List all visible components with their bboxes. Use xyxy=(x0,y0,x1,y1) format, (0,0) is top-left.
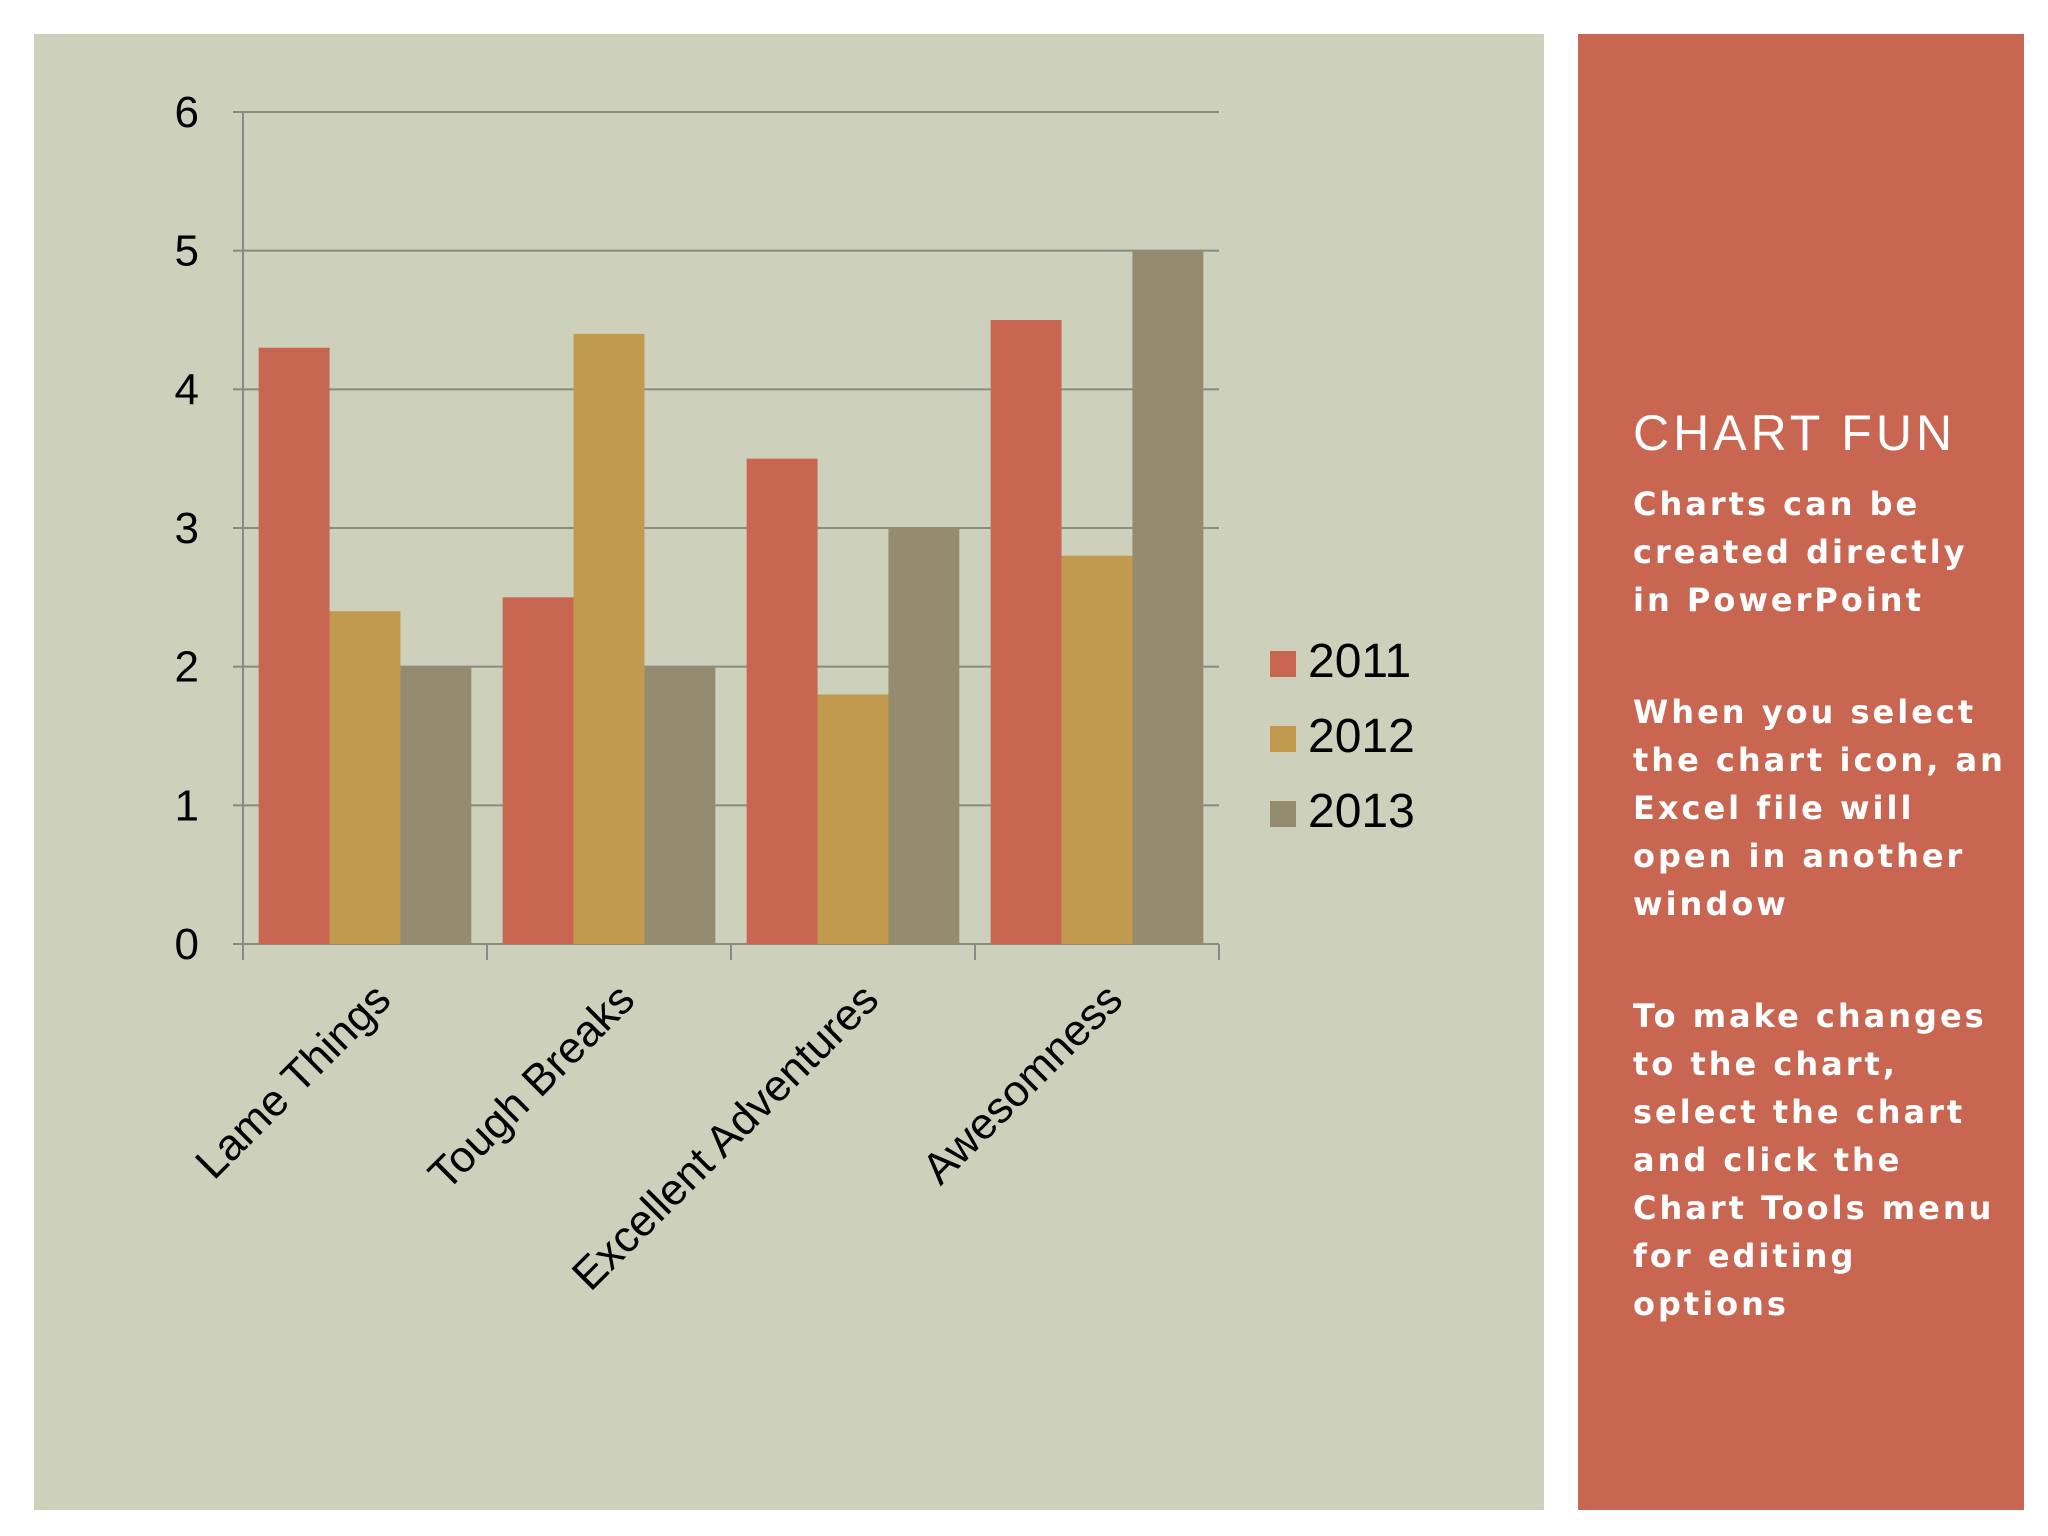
legend-swatch-2013 xyxy=(1270,801,1296,827)
legend-swatch-2012 xyxy=(1270,726,1296,752)
sidebar-body: Charts can be created directly in PowerP… xyxy=(1633,480,2013,1392)
bar-2013-1[interactable] xyxy=(644,666,716,944)
bar-2013-3[interactable] xyxy=(1132,250,1204,944)
y-tick-label: 2 xyxy=(175,643,199,692)
y-tick-label: 5 xyxy=(175,227,199,276)
bar-2011-3[interactable] xyxy=(990,320,1062,944)
legend-label-2011: 2011 xyxy=(1308,635,1411,688)
slide-title: CHART FUN xyxy=(1633,405,1957,461)
sidebar-paragraph: Charts can be created directly in PowerP… xyxy=(1633,485,1968,619)
bar-2013-0[interactable] xyxy=(400,666,472,944)
x-category-label: Lame Things xyxy=(186,974,400,1188)
sidebar-paragraph: When you select the chart icon, an Excel… xyxy=(1633,693,2006,923)
y-tick-label: 0 xyxy=(175,920,199,969)
legend-swatch-2011 xyxy=(1270,651,1296,677)
bar-2013-2[interactable] xyxy=(888,528,960,944)
bar-2012-3[interactable] xyxy=(1061,555,1133,944)
y-tick-label: 4 xyxy=(175,365,199,414)
bar-2011-1[interactable] xyxy=(502,597,574,944)
bar-2011-0[interactable] xyxy=(258,347,330,944)
sidebar-paragraph: To make changes to the chart, select the… xyxy=(1633,997,1995,1323)
y-tick-label: 1 xyxy=(175,781,199,830)
legend-label-2013: 2013 xyxy=(1308,785,1415,838)
legend-label-2012: 2012 xyxy=(1308,710,1415,763)
sidebar-panel: CHART FUN Charts can be created directly… xyxy=(1578,34,2024,1510)
bar-2012-1[interactable] xyxy=(573,333,645,944)
y-tick-label: 6 xyxy=(175,88,199,137)
x-category-label: Tough Breaks xyxy=(419,974,644,1199)
bar-2011-2[interactable] xyxy=(746,458,818,944)
chart-panel: 0 1 2 3 4 5 6 Lame Things Tough Breaks Excellent … xyxy=(34,34,1544,1510)
bar-2012-2[interactable] xyxy=(817,694,889,944)
x-category-label: Awesomness xyxy=(913,974,1132,1193)
y-tick-label: 3 xyxy=(175,504,199,553)
bar-2012-0[interactable] xyxy=(329,611,401,944)
